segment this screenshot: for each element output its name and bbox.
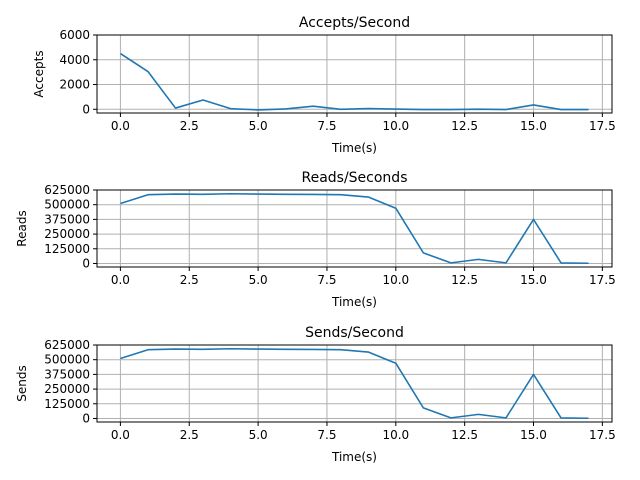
y-tick-label: 0: [82, 102, 90, 116]
y-tick-label: 500000: [44, 353, 90, 367]
series-line-accepts: [119, 52, 589, 111]
x-axis-label: Time(s): [331, 450, 377, 464]
x-tick-label: 17.5: [589, 428, 616, 442]
x-tick-label: 15.0: [520, 273, 547, 287]
chart-panel-reads: 0.0 2.5 5.0 7.5 10.0 12.5 15.0 17.5 012500025000…: [15, 170, 616, 309]
x-tick-label: 2.5: [180, 428, 199, 442]
x-tick-label: 2.5: [180, 273, 199, 287]
y-axis-label: Reads: [15, 210, 29, 246]
plot-frame: [96, 189, 613, 268]
y-tick-label: 625000: [44, 338, 90, 352]
y-tick-label: 4000: [59, 53, 90, 67]
series-line-sends: [120, 347, 589, 420]
y-axis-label: Sends: [15, 365, 29, 401]
plot-frame: [96, 34, 613, 114]
x-tick-label: 12.5: [451, 119, 478, 133]
chart-title-accepts: Accepts/Second: [299, 15, 410, 31]
x-tick-label: 7.5: [317, 428, 336, 442]
x-tick-label: 10.0: [382, 428, 409, 442]
x-tick-label: 5.0: [249, 119, 268, 133]
y-tick-label: 0: [82, 411, 90, 425]
y-axis-label: Accepts: [32, 50, 46, 97]
y-tick-label: 125000: [44, 397, 90, 411]
chart-title-reads: Reads/Seconds: [301, 170, 407, 186]
x-tick-label: 15.0: [520, 119, 547, 133]
x-tick-label: 7.5: [317, 119, 336, 133]
x-tick-label: 10.0: [382, 119, 409, 133]
plot-frame: [96, 344, 613, 423]
x-tick-label: 17.5: [589, 119, 616, 133]
series-line-reads: [120, 192, 589, 265]
x-tick-label: 0.0: [111, 428, 130, 442]
chart-title-sends: Sends/Second: [305, 325, 404, 341]
y-tick-label: 6000: [59, 28, 90, 42]
y-tick-label: 375000: [44, 212, 90, 226]
x-tick-label: 2.5: [180, 119, 199, 133]
y-tick-label: 625000: [44, 183, 90, 197]
y-tick-label: 2000: [59, 78, 90, 92]
y-tick-label: 125000: [44, 242, 90, 256]
y-tick-label: 250000: [44, 227, 90, 241]
chart-panel-accepts: 0.0 2.5 5.0 7.5 10.0 12.5 15.0 17.5 0 2000 4000 600…: [32, 15, 616, 155]
x-axis-label: Time(s): [331, 295, 377, 309]
x-axis-label: Time(s): [331, 141, 377, 155]
x-tick-label: 5.0: [249, 273, 268, 287]
x-tick-label: 12.5: [451, 428, 478, 442]
x-tick-label: 5.0: [249, 428, 268, 442]
x-tick-label: 12.5: [451, 273, 478, 287]
chart-panel-sends: 0.0 2.5 5.0 7.5 10.0 12.5 15.0 17.5 012500025000…: [15, 325, 616, 464]
x-tick-label: 0.0: [111, 273, 130, 287]
y-tick-label: 375000: [44, 367, 90, 381]
x-tick-label: 10.0: [382, 273, 409, 287]
y-tick-label: 250000: [44, 382, 90, 396]
y-tick-label: 0: [82, 256, 90, 270]
x-tick-label: 17.5: [589, 273, 616, 287]
y-tick-label: 500000: [44, 198, 90, 212]
x-tick-label: 15.0: [520, 428, 547, 442]
x-tick-label: 7.5: [317, 273, 336, 287]
x-tick-label: 0.0: [111, 119, 130, 133]
